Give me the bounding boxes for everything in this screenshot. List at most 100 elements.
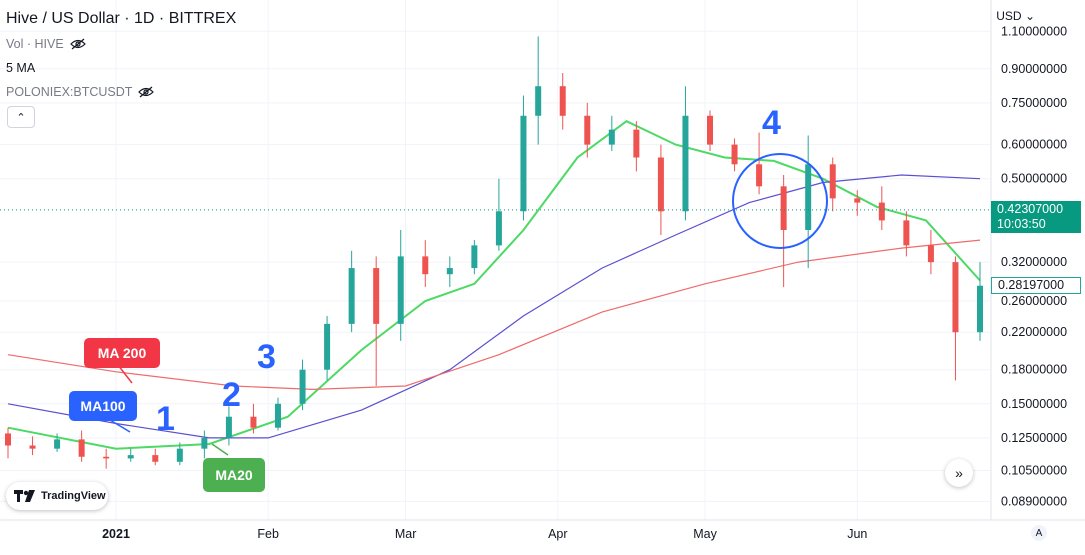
compare-price-value: 0.28197000 xyxy=(998,278,1065,292)
price-tick-label: 0.60000000 xyxy=(1001,138,1067,152)
eye-off-icon[interactable] xyxy=(138,86,155,98)
price-tick-label: 0.10500000 xyxy=(1001,463,1067,477)
price-tick-label: 1.10000000 xyxy=(1001,24,1067,38)
candle-body[interactable] xyxy=(299,369,306,404)
candle-body[interactable] xyxy=(559,86,566,116)
ma20-pointer xyxy=(211,443,229,456)
candle-body[interactable] xyxy=(780,186,787,231)
candle-body[interactable] xyxy=(520,115,527,212)
annotation-number-4: 4 xyxy=(762,104,781,142)
last-price-value: 0.42307000 xyxy=(997,202,1064,216)
candle-body[interactable] xyxy=(152,455,159,462)
candle-body[interactable] xyxy=(78,439,85,457)
price-tick-label: 0.26000000 xyxy=(1001,294,1067,308)
eye-off-icon[interactable] xyxy=(69,38,86,50)
candle-body[interactable] xyxy=(854,198,861,203)
candle-body[interactable] xyxy=(5,433,11,446)
ma100-line xyxy=(7,174,981,439)
price-axis[interactable]: 1.10000000 0.90000000 0.75000000 0.60000000… xyxy=(1001,24,1067,508)
annotation-number-3: 3 xyxy=(257,338,276,376)
candle-body[interactable] xyxy=(952,262,959,333)
price-tick-label: 0.18000000 xyxy=(1001,363,1067,377)
ma20-tag: MA20 xyxy=(203,458,265,492)
candle-body[interactable] xyxy=(348,268,355,324)
candle-body[interactable] xyxy=(250,416,257,428)
candle-body[interactable] xyxy=(584,115,591,145)
candle-body[interactable] xyxy=(535,86,542,116)
price-tick-label: 0.22000000 xyxy=(1001,325,1067,339)
candle-body[interactable] xyxy=(446,268,453,275)
ma-legend[interactable]: 5 MA xyxy=(6,61,36,75)
price-tick-label: 0.90000000 xyxy=(1001,62,1067,76)
annotation-number-2: 2 xyxy=(222,376,241,414)
currency-selector[interactable]: USD ⌄ xyxy=(996,9,1035,23)
ma200-pointer xyxy=(117,364,133,384)
candle-body[interactable] xyxy=(903,220,910,246)
tradingview-label: TradingView xyxy=(41,490,106,502)
annotation-number-1: 1 xyxy=(156,400,175,438)
candle-body[interactable] xyxy=(608,129,615,145)
symbol-title[interactable]: Hive / US Dollar · 1D · BITTREX xyxy=(6,10,237,27)
ma200-line xyxy=(7,239,981,391)
time-tick-label: Mar xyxy=(395,527,417,541)
tradingview-logo[interactable]: TradingView xyxy=(6,482,108,510)
candle-body[interactable] xyxy=(397,256,404,324)
candle-body[interactable] xyxy=(29,445,36,449)
chevron-up-icon: ⌃ xyxy=(16,111,26,124)
ma200-tag: MA 200 xyxy=(84,338,160,368)
highlight-circle xyxy=(732,153,828,249)
price-tick-label: 0.08900000 xyxy=(1001,494,1067,508)
price-tick-label: 0.15000000 xyxy=(1001,397,1067,411)
candle-body[interactable] xyxy=(829,164,836,199)
ma20-line xyxy=(7,120,981,450)
candle-body[interactable] xyxy=(422,256,429,275)
double-chevron-right-icon: » xyxy=(955,465,963,481)
candle-body[interactable] xyxy=(275,403,281,428)
auto-scale-button[interactable]: A xyxy=(1031,525,1047,541)
candle-body[interactable] xyxy=(731,144,738,165)
countdown-timer: 10:03:50 xyxy=(997,217,1046,231)
compare-price-badge: 0.28197000 xyxy=(991,277,1081,294)
compare-legend[interactable]: POLONIEX:BTCUSDT xyxy=(6,85,155,99)
ma100-pointer xyxy=(109,419,131,433)
candle-body[interactable] xyxy=(54,439,61,449)
price-tick-label: 0.12500000 xyxy=(1001,431,1067,445)
time-tick-label: Apr xyxy=(548,527,567,541)
time-tick-label: 2021 xyxy=(102,527,130,541)
currency-label: USD xyxy=(996,9,1022,23)
candle-body[interactable] xyxy=(977,285,983,333)
time-tick-label: Jun xyxy=(847,527,867,541)
candle-body[interactable] xyxy=(201,437,208,449)
scroll-to-realtime-button[interactable]: » xyxy=(945,459,973,487)
time-tick-label: Feb xyxy=(257,527,279,541)
candle-body[interactable] xyxy=(805,164,812,231)
candle-body[interactable] xyxy=(103,456,110,459)
candle-body[interactable] xyxy=(127,455,134,459)
candles[interactable] xyxy=(5,36,983,469)
candle-body[interactable] xyxy=(707,115,713,145)
candle-body[interactable] xyxy=(225,416,232,438)
candle-body[interactable] xyxy=(682,115,689,212)
candle-body[interactable] xyxy=(471,245,478,269)
candle-body[interactable] xyxy=(657,157,664,212)
chevron-down-icon: ⌄ xyxy=(1024,9,1035,23)
price-tick-label: 0.50000000 xyxy=(1001,172,1067,186)
volume-legend[interactable]: Vol · HIVE xyxy=(6,37,86,51)
last-price-badge: 0.42307000 10:03:50 xyxy=(991,201,1081,233)
volume-label: Vol · HIVE xyxy=(6,37,64,51)
candle-body[interactable] xyxy=(878,202,885,221)
candle-body[interactable] xyxy=(176,448,183,462)
time-tick-label: May xyxy=(693,527,717,541)
candle-body[interactable] xyxy=(373,268,380,324)
time-axis[interactable]: 2021 Feb Mar Apr May Jun xyxy=(102,527,867,541)
candle-body[interactable] xyxy=(324,323,331,370)
candle-body[interactable] xyxy=(633,129,640,158)
ma100-tag: MA100 xyxy=(69,391,137,421)
candle-body[interactable] xyxy=(756,164,763,187)
tradingview-icon xyxy=(14,490,35,502)
collapse-legend-button[interactable]: ⌃ xyxy=(7,106,35,128)
candle-body[interactable] xyxy=(495,211,502,246)
price-tick-label: 0.75000000 xyxy=(1001,96,1067,110)
candle-body[interactable] xyxy=(927,245,934,263)
